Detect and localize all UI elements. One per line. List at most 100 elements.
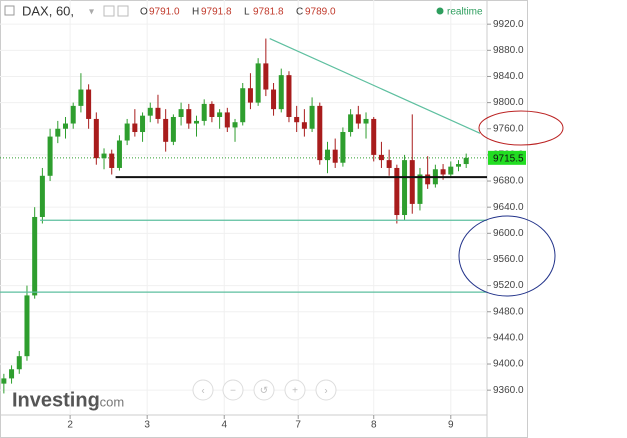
y-tick-label: 9560.0 bbox=[493, 254, 524, 265]
candle-body bbox=[163, 118, 169, 142]
candle-body bbox=[455, 164, 461, 167]
candle-body bbox=[417, 174, 423, 204]
candle-body bbox=[332, 149, 338, 163]
ohlc-value: 9791.8 bbox=[201, 7, 232, 18]
candle-body bbox=[301, 122, 307, 129]
candle-body bbox=[16, 356, 22, 370]
candle-body bbox=[263, 63, 269, 90]
plot-area bbox=[0, 0, 491, 419]
ohlc-legend: O 9791.0 H 9791.8 L 9781.8 C 9789.0 bbox=[140, 7, 336, 18]
candle-body bbox=[355, 114, 361, 124]
highlight-ellipse bbox=[478, 110, 564, 146]
candle-body bbox=[255, 63, 261, 103]
candle-body bbox=[78, 89, 84, 106]
y-tick-label: 9880.0 bbox=[493, 45, 524, 56]
candle-body bbox=[86, 89, 92, 119]
x-tick-label: 8 bbox=[371, 420, 377, 431]
y-tick-label: 9480.0 bbox=[493, 306, 524, 317]
candle-body bbox=[209, 103, 215, 117]
candle-body bbox=[294, 116, 300, 123]
zoom-out[interactable] bbox=[222, 379, 244, 401]
y-tick-label: 9440.0 bbox=[493, 333, 524, 344]
icon: − bbox=[230, 386, 236, 397]
candle-body bbox=[109, 153, 115, 168]
scroll-left[interactable] bbox=[192, 379, 214, 401]
candle-body bbox=[440, 169, 446, 175]
candle-body bbox=[386, 160, 392, 168]
y-tick-label: 9760.0 bbox=[493, 123, 524, 134]
zoom-in[interactable] bbox=[284, 379, 306, 401]
reset[interactable] bbox=[253, 379, 275, 401]
last-price-tag bbox=[488, 150, 526, 165]
scroll-right[interactable] bbox=[315, 379, 337, 401]
candle-body bbox=[155, 107, 161, 119]
settings-button[interactable] bbox=[103, 5, 115, 17]
candle-body bbox=[309, 105, 315, 129]
icon: + bbox=[292, 386, 298, 397]
candle-body bbox=[132, 123, 138, 133]
candle-body bbox=[402, 160, 408, 216]
ohlc-value: 9789.0 bbox=[305, 7, 336, 18]
candle-body bbox=[9, 369, 15, 379]
highlight-ellipse bbox=[458, 215, 556, 297]
x-tick-label: 4 bbox=[221, 420, 227, 431]
candle-body bbox=[363, 118, 369, 124]
screenshot-button[interactable] bbox=[117, 5, 129, 17]
candle-body bbox=[394, 167, 400, 216]
zoom-controls bbox=[192, 379, 337, 401]
candle-body bbox=[224, 112, 230, 128]
candle-body bbox=[348, 114, 354, 133]
candle-body bbox=[271, 89, 277, 110]
logo-suffix: .com bbox=[96, 394, 124, 409]
realtime-dot bbox=[436, 7, 444, 15]
icon: ‹ bbox=[201, 386, 204, 397]
realtime: realtime bbox=[447, 7, 483, 18]
candle-body bbox=[340, 132, 346, 163]
candle-body bbox=[371, 118, 377, 155]
y-tick-label: 9640.0 bbox=[493, 202, 524, 213]
last-price-label: 9715.5 bbox=[493, 153, 524, 164]
candle-body bbox=[70, 105, 76, 124]
candle-body bbox=[278, 75, 284, 110]
symbol: DAX, 60, bbox=[22, 3, 74, 18]
icon: ↺ bbox=[260, 386, 268, 397]
candle-body bbox=[140, 115, 146, 133]
candle-body bbox=[93, 118, 99, 159]
candle-body bbox=[1, 378, 7, 384]
candle-body bbox=[47, 136, 53, 176]
ohlc-key: H bbox=[192, 7, 199, 18]
candle-body bbox=[232, 122, 238, 128]
candle-body bbox=[324, 149, 330, 161]
y-tick-label: 9600.0 bbox=[493, 228, 524, 239]
x-tick-label: 2 bbox=[67, 420, 73, 431]
candle-body bbox=[39, 175, 45, 217]
symbol-icon bbox=[4, 5, 15, 16]
y-tick-label: 9920.0 bbox=[493, 19, 524, 30]
y-tick-label: 9800.0 bbox=[493, 97, 524, 108]
ohlc-value: 9791.0 bbox=[149, 7, 180, 18]
candle-body bbox=[425, 174, 431, 185]
icon: › bbox=[324, 386, 327, 397]
drawn-line bbox=[269, 38, 481, 134]
candle-body bbox=[286, 75, 292, 117]
candle-body bbox=[178, 109, 184, 117]
candle-body bbox=[193, 120, 199, 124]
candle-body bbox=[55, 128, 61, 137]
logo: Investing bbox=[12, 389, 100, 411]
x-tick-label: 3 bbox=[144, 420, 150, 431]
candle-body bbox=[448, 166, 454, 175]
ohlc-key: L bbox=[244, 7, 250, 18]
x-tick-label: 7 bbox=[295, 420, 301, 431]
y-tick-label: 9520.0 bbox=[493, 280, 524, 291]
candle-body bbox=[116, 140, 122, 168]
dropdown[interactable]: ▾ bbox=[89, 7, 94, 18]
candle-body bbox=[170, 116, 176, 142]
ohlc-key: C bbox=[296, 7, 303, 18]
ohlc-key: O bbox=[140, 7, 148, 18]
candle-body bbox=[378, 154, 384, 161]
x-tick-label: 9 bbox=[448, 420, 454, 431]
candle-body bbox=[186, 109, 192, 124]
candle-body bbox=[317, 105, 323, 161]
y-tick-label: 9400.0 bbox=[493, 359, 524, 370]
